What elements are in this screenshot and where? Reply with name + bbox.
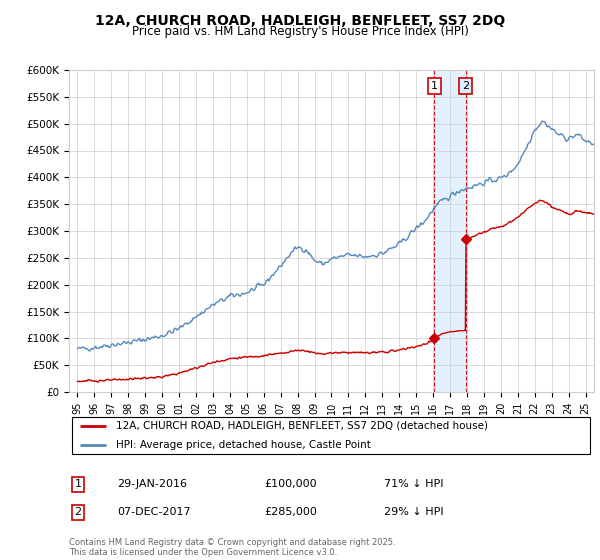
Text: HPI: Average price, detached house, Castle Point: HPI: Average price, detached house, Cast… — [116, 440, 371, 450]
Text: Contains HM Land Registry data © Crown copyright and database right 2025.
This d: Contains HM Land Registry data © Crown c… — [69, 538, 395, 557]
Text: Price paid vs. HM Land Registry's House Price Index (HPI): Price paid vs. HM Land Registry's House … — [131, 25, 469, 38]
Text: 1: 1 — [74, 479, 82, 489]
Text: 2: 2 — [462, 81, 469, 91]
Text: £285,000: £285,000 — [264, 507, 317, 517]
Text: 1: 1 — [431, 81, 438, 91]
Text: 12A, CHURCH ROAD, HADLEIGH, BENFLEET, SS7 2DQ: 12A, CHURCH ROAD, HADLEIGH, BENFLEET, SS… — [95, 14, 505, 28]
Text: 29% ↓ HPI: 29% ↓ HPI — [384, 507, 443, 517]
Text: 12A, CHURCH ROAD, HADLEIGH, BENFLEET, SS7 2DQ (detached house): 12A, CHURCH ROAD, HADLEIGH, BENFLEET, SS… — [116, 421, 488, 431]
Text: 07-DEC-2017: 07-DEC-2017 — [117, 507, 191, 517]
Text: £100,000: £100,000 — [264, 479, 317, 489]
Text: 29-JAN-2016: 29-JAN-2016 — [117, 479, 187, 489]
Text: 2: 2 — [74, 507, 82, 517]
Text: 71% ↓ HPI: 71% ↓ HPI — [384, 479, 443, 489]
FancyBboxPatch shape — [71, 417, 590, 454]
Bar — [434, 70, 466, 392]
